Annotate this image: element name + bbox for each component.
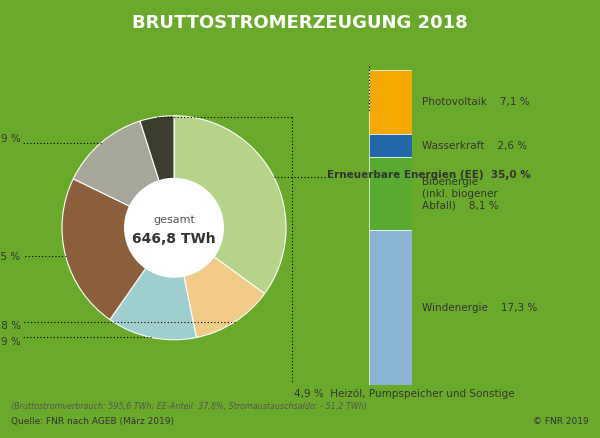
Circle shape: [125, 178, 223, 277]
Text: Steinkohle  12,9 %: Steinkohle 12,9 %: [0, 134, 20, 145]
Text: Quelle: FNR nach AGEB (März 2019): Quelle: FNR nach AGEB (März 2019): [11, 417, 174, 426]
Text: Braunkohle  22,5 %: Braunkohle 22,5 %: [0, 252, 20, 262]
Text: Erdgas  12,9 %: Erdgas 12,9 %: [0, 337, 20, 347]
Wedge shape: [174, 228, 265, 338]
Wedge shape: [110, 228, 196, 340]
Text: (Bruttostromverbrauch: 595,6 TWh; EE-Anteil: 37,8%, Stromaustauschsaldo: - 51,2 : (Bruttostromverbrauch: 595,6 TWh; EE-Ant…: [11, 402, 367, 411]
Text: gesamt: gesamt: [153, 215, 195, 225]
Wedge shape: [174, 116, 286, 293]
Text: Bioenergie
(inkl. biogener
Abfall)    8,1 %: Bioenergie (inkl. biogener Abfall) 8,1 %: [422, 177, 499, 210]
Text: 646,8 TWh: 646,8 TWh: [132, 232, 216, 246]
Text: 4,9 %  Heizöl, Pumpspeicher und Sonstige: 4,9 % Heizöl, Pumpspeicher und Sonstige: [294, 389, 514, 399]
Text: Erneuerbare Energien (EE)  35,0 %: Erneuerbare Energien (EE) 35,0 %: [328, 170, 531, 180]
Wedge shape: [140, 116, 174, 228]
Bar: [369, 157, 412, 230]
Text: Windenergie    17,3 %: Windenergie 17,3 %: [422, 303, 538, 313]
Bar: [369, 70, 412, 134]
Bar: [369, 230, 412, 385]
Wedge shape: [62, 179, 174, 320]
Text: Photovoltaik    7,1 %: Photovoltaik 7,1 %: [422, 97, 530, 107]
Text: BRUTTOSTROMERZEUGUNG 2018: BRUTTOSTROMERZEUGUNG 2018: [132, 14, 468, 32]
Bar: [369, 134, 412, 157]
Text: Wasserkraft    2,6 %: Wasserkraft 2,6 %: [422, 141, 527, 151]
Wedge shape: [73, 121, 174, 228]
Text: © FNR 2019: © FNR 2019: [533, 417, 589, 426]
Text: Kernenergie  11,8 %: Kernenergie 11,8 %: [0, 321, 20, 331]
